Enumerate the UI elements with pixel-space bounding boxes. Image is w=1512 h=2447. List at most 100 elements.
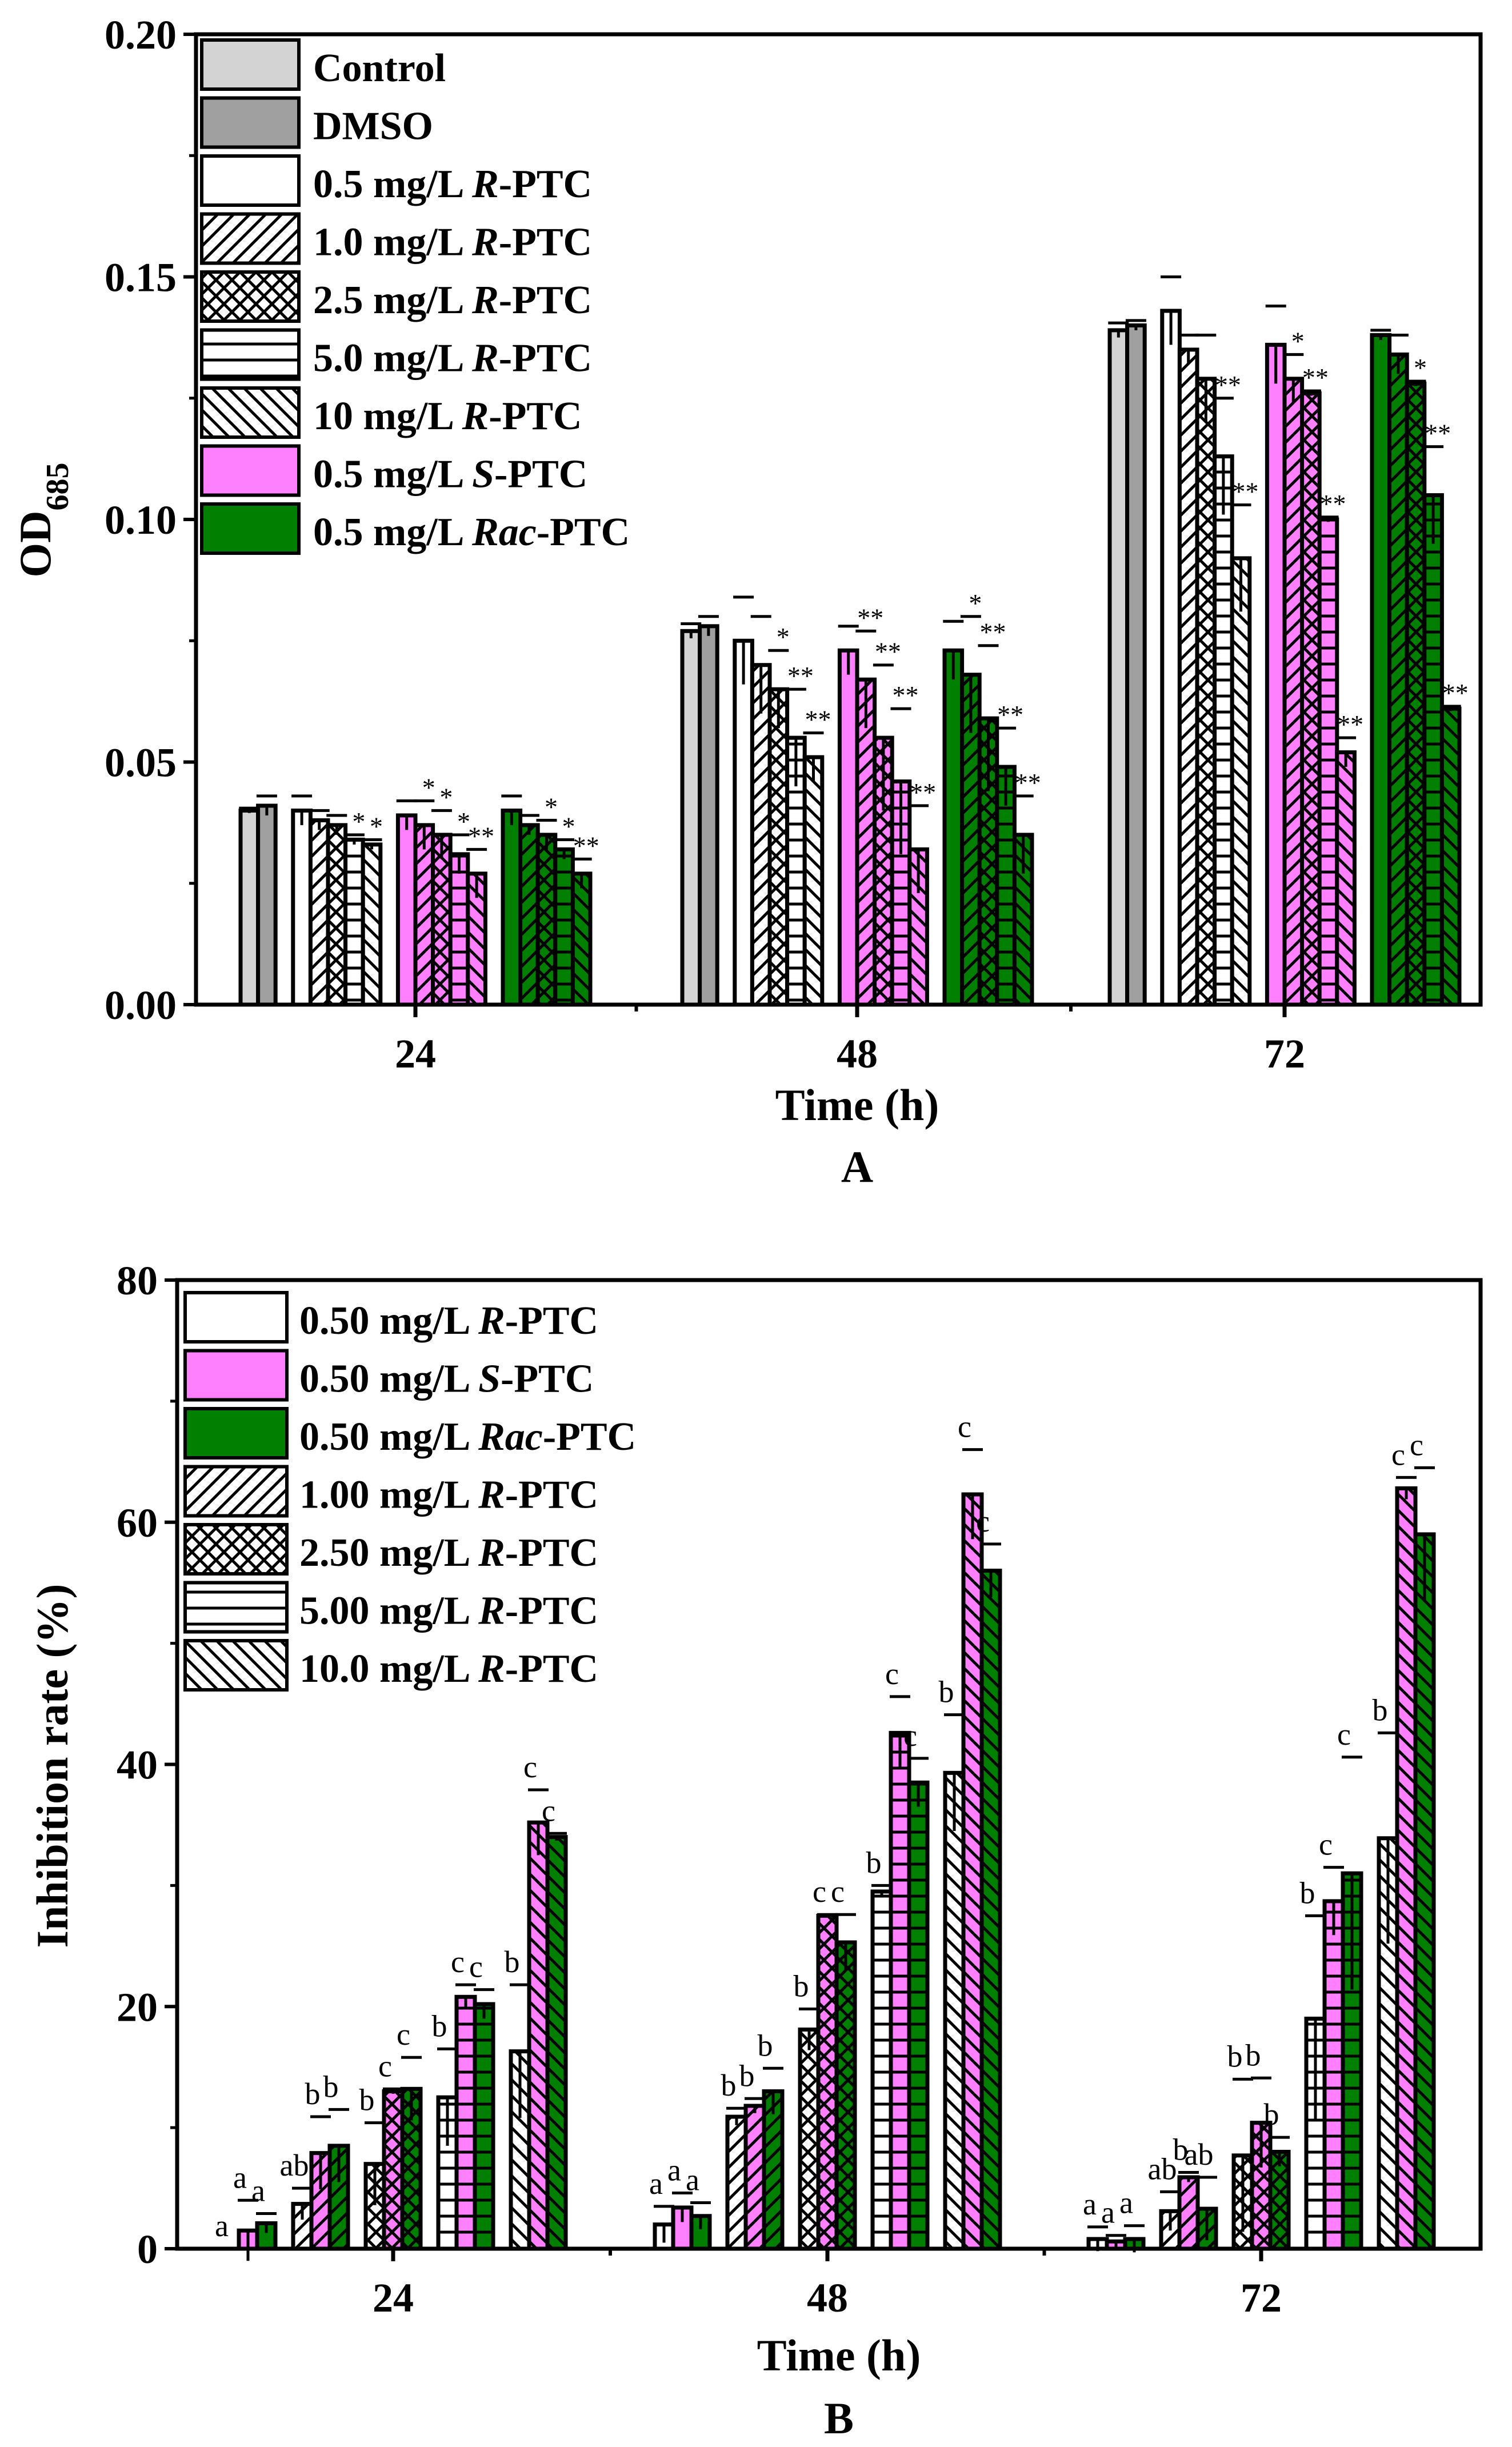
legend-label-text: 1.00 mg/L (299, 1473, 478, 1517)
significance-mark: * (562, 811, 575, 841)
legend-label-suffix: -PTC (505, 1299, 598, 1343)
bar-s-ptc (1317, 517, 1339, 1007)
bar-s-ptc (454, 1994, 477, 2251)
y-tick-label: 0.05 (105, 740, 177, 786)
legend-label-italic: R (478, 1299, 505, 1343)
legend-label-suffix: -PTC (505, 1531, 598, 1575)
significance-letter: a (215, 2209, 229, 2243)
significance-letter: b (939, 1675, 954, 1709)
legend-swatch-hatch (185, 1525, 287, 1574)
bar-s-ptc (855, 677, 877, 1007)
legend-label-text: 1.0 mg/L (313, 221, 472, 265)
legend-item: 1.00 mg/L R-PTC (183, 1465, 598, 1518)
bar-r-ptc (343, 837, 365, 1007)
legend-label-suffix: -PTC (543, 1415, 636, 1459)
legend-label: 1.0 mg/L R-PTC (313, 221, 592, 265)
bar-hatch (433, 834, 451, 1005)
significance-letter: a (667, 2153, 681, 2188)
bar-fill (1372, 335, 1390, 1005)
bar-hatch (1415, 1534, 1434, 2249)
legend-label-italic: Rac (478, 1415, 543, 1459)
significance-letter: c (1391, 1437, 1405, 1472)
y-tick-label: 40 (117, 1742, 158, 1788)
significance-mark: * (457, 807, 470, 836)
significance-mark: * (969, 589, 982, 618)
bar-fill (682, 631, 700, 1005)
significance-mark: ** (468, 821, 494, 850)
bar-r-ptc (326, 823, 348, 1007)
bar-s-ptc (413, 823, 435, 1007)
bar-fill (241, 810, 258, 1005)
x-tick-label: 48 (807, 2275, 848, 2321)
legend-item: 10.0 mg/L R-PTC (183, 1639, 598, 1692)
significance-letter: b (758, 2028, 773, 2062)
significance-letter: c (378, 2049, 392, 2083)
bar-s-ptc (1282, 377, 1305, 1007)
significance-letter: b (794, 1969, 809, 2003)
bar-s-ptc (382, 2089, 405, 2251)
bar-rac-ptc (1387, 352, 1409, 1007)
legend-swatch-hatch (202, 272, 299, 321)
bar-s-ptc (961, 1492, 984, 2251)
x-tick-label: 72 (1241, 2275, 1282, 2321)
legend-item: 0.50 mg/L R-PTC (183, 1291, 598, 1344)
bar-fill (1127, 325, 1145, 1005)
legend-label-italic: R (471, 337, 499, 381)
panel-a-label: A (841, 1142, 873, 1191)
legend-item: DMSO (200, 96, 433, 149)
legend-label-suffix: -PTC (494, 453, 587, 497)
legend-label-suffix: -PTC (501, 1357, 594, 1401)
legend-label-text: 10 mg/L (313, 394, 462, 438)
bar-hatch (310, 820, 328, 1005)
legend-label-italic: R (471, 278, 499, 322)
legend-label-italic: Rac (471, 510, 537, 554)
bar-hatch (857, 679, 875, 1005)
panel-b: Inhibition rate (%) Time (h) B 0.50 mg/L… (27, 1258, 1483, 2443)
significance-letter: b (359, 2083, 375, 2117)
bar-s-ptc (431, 833, 453, 1007)
legend-label-suffix: -PTC (489, 394, 582, 438)
legend-label-text: Control (313, 46, 446, 90)
panel-b-xlabel: Time (h) (757, 2330, 921, 2380)
significance-letter: c (831, 1874, 845, 1909)
significance-mark: ** (1425, 419, 1451, 448)
bar-hatch (1337, 752, 1355, 1005)
legend-label-suffix: -PTC (499, 278, 592, 322)
bar-fill (503, 810, 521, 1005)
bar-hatch (1285, 378, 1302, 1005)
bar-hatch (891, 1733, 909, 2249)
bar-rac-ptc (535, 833, 558, 1007)
bar-rac-ptc (834, 1940, 857, 2251)
bar-rac-ptc (570, 871, 593, 1007)
y-tick-label: 0.00 (105, 982, 177, 1028)
legend-label: 10 mg/L R-PTC (313, 394, 582, 438)
bar-hatch (1442, 709, 1459, 1005)
legend-item: Control (200, 38, 446, 91)
bar-hatch (837, 1942, 855, 2249)
legend-swatch (202, 446, 299, 495)
legend-label: 2.5 mg/L R-PTC (313, 278, 592, 322)
y-tick-label: 60 (117, 1500, 158, 1546)
significance-letter: b (739, 2058, 755, 2093)
legend-swatch-border (183, 1581, 289, 1634)
legend-label-italic: S (472, 453, 494, 497)
significance-letter: b (1373, 1693, 1388, 1727)
significance-mark: ** (1442, 678, 1469, 707)
bar-hatch (555, 849, 573, 1005)
significance-letter: c (451, 1945, 465, 1979)
legend-label: 0.5 mg/L R-PTC (313, 162, 592, 206)
significance-letter: c (976, 1504, 990, 1538)
legend-label: 0.5 mg/L Rac-PTC (313, 510, 630, 554)
legend-item: 10 mg/L R-PTC (200, 386, 582, 439)
bar-r-ptc (291, 808, 313, 1007)
panel-a-xlabel: Time (h) (775, 1080, 939, 1130)
legend-label-italic: R (478, 1647, 505, 1691)
bar-hatch (818, 1916, 837, 2249)
significance-mark: * (777, 622, 790, 651)
significance-mark: * (422, 773, 435, 802)
legend-label-text: 2.5 mg/L (313, 278, 472, 322)
